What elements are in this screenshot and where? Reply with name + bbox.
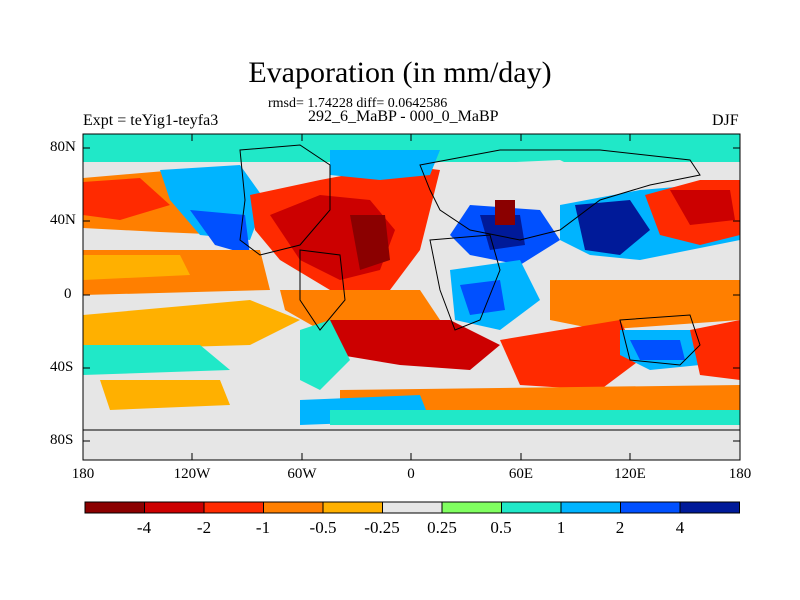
x-axis-ticks	[82, 134, 741, 460]
colorbar-label: -1	[255, 518, 271, 537]
map-field	[83, 134, 740, 460]
colorbar-label: -4	[136, 518, 152, 537]
x-tick-label-180w: 180	[71, 466, 95, 482]
colorbar-label: -0.5	[309, 518, 337, 537]
experiment-label: Expt = teYig1-teyfa3	[83, 112, 219, 129]
colorbar-label: 2	[615, 518, 625, 537]
period-text: 292_6_MaBP - 000_0_MaBP	[308, 108, 499, 125]
season-label: DJF	[712, 112, 739, 129]
x-tick-label-120e: 120E	[614, 466, 646, 482]
colorbar-swatch	[679, 501, 740, 514]
map-title: Evaporation (in mm/day)	[248, 56, 552, 89]
colorbar-swatch	[501, 501, 562, 514]
y-axis-ticks	[83, 147, 740, 442]
colorbar-swatch	[322, 501, 383, 514]
colorbar-label: 0.25	[427, 518, 457, 537]
colorbar-swatch	[263, 501, 324, 514]
y-tick-label-40N: 40N	[50, 212, 76, 228]
y-tick-label-80N: 80N	[50, 139, 76, 155]
colorbar-swatch	[144, 501, 205, 514]
colorbar-swatch	[441, 501, 502, 514]
coastlines	[83, 144, 740, 431]
y-tick-label-80S: 80S	[50, 432, 74, 448]
colorbar-label: -0.25	[364, 518, 400, 537]
stats-text: rmsd= 1.74228 diff= 0.0642586	[268, 96, 448, 111]
colorbar-label: 1	[556, 518, 566, 537]
colorbar-swatch	[382, 501, 443, 514]
colorbar-label: -2	[196, 518, 212, 537]
colorbar-swatch	[620, 501, 681, 514]
colorbar-label: 0.5	[490, 518, 512, 537]
x-tick-label-0: 0	[407, 466, 415, 482]
colorbar-swatch	[560, 501, 621, 514]
x-tick-label-120w: 120W	[173, 466, 211, 482]
x-tick-label-60e: 60E	[508, 466, 534, 482]
y-tick-label-40S: 40S	[50, 359, 74, 375]
y-tick-label-0: 0	[64, 286, 72, 302]
x-tick-label-60w: 60W	[287, 466, 317, 482]
x-tick-label-180e: 180	[728, 466, 752, 482]
colorbar-swatch	[203, 501, 264, 514]
colorbar-swatch	[84, 501, 145, 514]
colorbar-label: 4	[675, 518, 685, 537]
colorbar	[84, 501, 740, 514]
